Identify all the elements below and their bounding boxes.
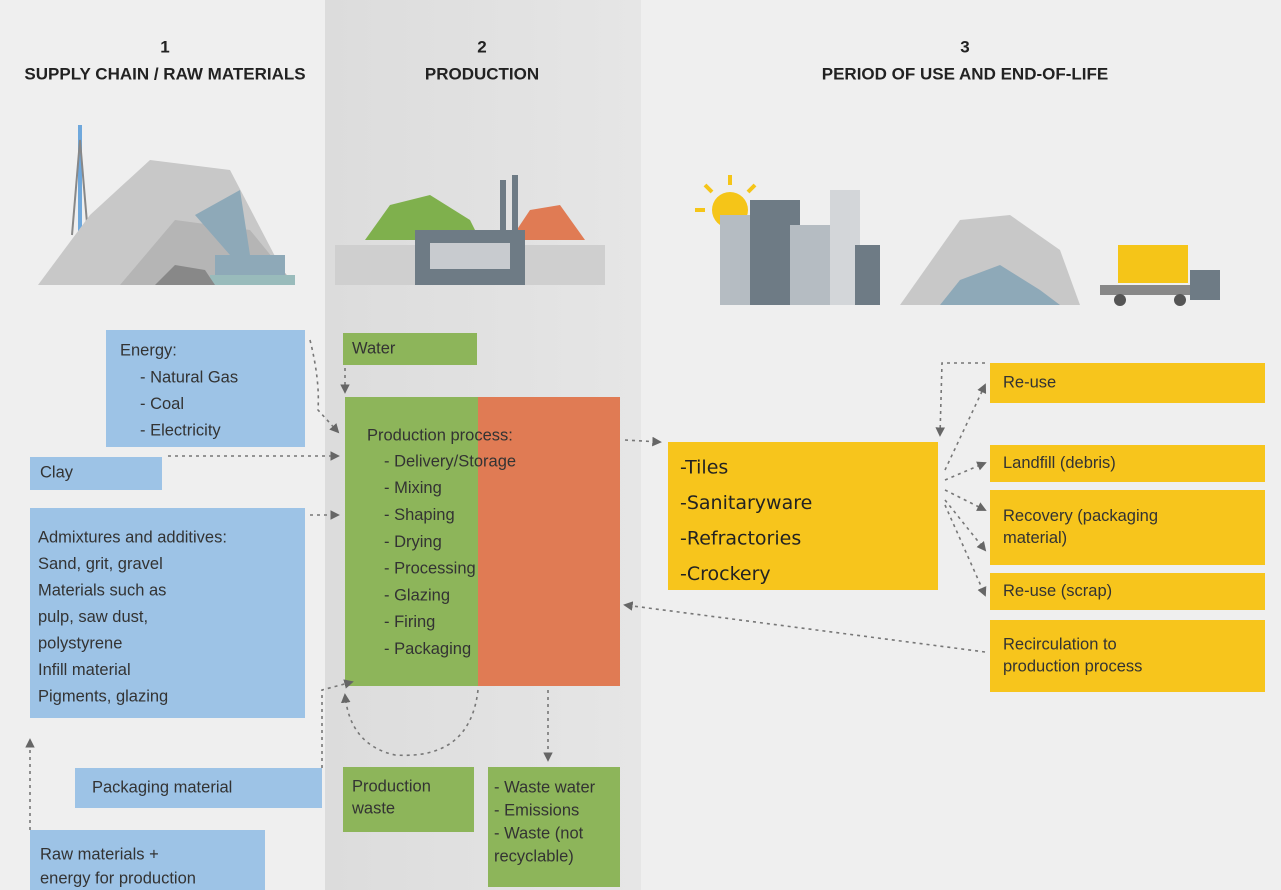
process-title: Production process:: [367, 426, 513, 444]
production-waste-line: waste: [351, 799, 395, 817]
energy-box: [106, 330, 305, 447]
raw-materials-box: [30, 830, 265, 890]
column-title: PERIOD OF USE AND END-OF-LIFE: [822, 64, 1109, 83]
products-box: [668, 442, 938, 590]
energy-item: - Electricity: [140, 421, 221, 439]
arrows: [25, 339, 987, 830]
column-number: 1: [160, 37, 169, 56]
column-number: 2: [477, 37, 486, 56]
water-box: [343, 333, 477, 365]
end-of-life-line: Landfill (debris): [1003, 454, 1116, 472]
end-of-life-box: [990, 573, 1265, 610]
column-title: PRODUCTION: [425, 64, 539, 83]
packaging-box: [75, 768, 322, 808]
end-of-life-line: production process: [1003, 657, 1142, 675]
admixture-line: polystyrene: [38, 634, 122, 652]
admixture-line: pulp, saw dust,: [38, 608, 148, 626]
packaging-label: Packaging material: [92, 778, 232, 796]
end-of-life-line: Re-use (scrap): [1003, 582, 1112, 600]
product: -Tiles: [680, 457, 728, 479]
end-of-life-box: [990, 620, 1265, 692]
admixture-line: Pigments, glazing: [38, 687, 168, 705]
illustration-quarry: [38, 125, 295, 285]
illustration-city: [695, 175, 1220, 306]
admixture-line: Infill material: [38, 661, 131, 679]
production-waste-line: Production: [352, 777, 431, 795]
product: -Sanitaryware: [680, 492, 812, 514]
column-title: SUPPLY CHAIN / RAW MATERIALS: [24, 64, 305, 83]
end-of-life-line: Re-use: [1003, 373, 1056, 391]
admixture-line: Admixtures and additives:: [38, 528, 227, 546]
energy-item: - Coal: [140, 395, 184, 413]
process-step: - Packaging: [384, 640, 471, 658]
column-number: 3: [960, 37, 969, 56]
process-box-orange: [478, 397, 620, 686]
waste-out-line: - Emissions: [494, 801, 579, 819]
process-box-green: [345, 397, 479, 686]
clay-label: Clay: [40, 463, 74, 481]
waste-out-line: - Waste water: [494, 778, 596, 796]
water-label: Water: [352, 339, 396, 357]
waste-out-line: recyclable): [494, 847, 574, 865]
process-step: - Processing: [384, 560, 476, 578]
waste-out-line: - Waste (not: [494, 824, 584, 842]
energy-title: Energy:: [120, 341, 177, 359]
clay-box: [30, 457, 162, 490]
end-of-life-box: [990, 363, 1265, 403]
end-of-life-box: [990, 490, 1265, 565]
raw-materials-line: Raw materials +: [40, 845, 159, 863]
admixture-line: Materials such as: [38, 581, 166, 599]
end-of-life-box: [990, 445, 1265, 482]
waste-out-box: [488, 767, 620, 887]
admixtures-box: [30, 508, 305, 718]
process-step: - Delivery/Storage: [384, 452, 516, 470]
production-waste-box: [343, 767, 474, 832]
end-of-life-line: material): [1003, 529, 1067, 547]
raw-materials-line: energy for production: [40, 869, 196, 887]
product: -Crockery: [680, 563, 771, 585]
process-step: - Firing: [384, 613, 435, 631]
product: -Refractories: [680, 528, 801, 550]
admixture-line: Sand, grit, gravel: [38, 555, 163, 573]
process-step: - Shaping: [384, 506, 455, 524]
process-step: - Mixing: [384, 479, 442, 497]
energy-item: - Natural Gas: [140, 368, 238, 386]
process-step: - Glazing: [384, 586, 450, 604]
end-of-life-line: Recirculation to: [1003, 635, 1117, 653]
process-step: - Drying: [384, 533, 442, 551]
end-of-life-line: Recovery (packaging: [1003, 507, 1158, 525]
illustration-factory: [335, 175, 605, 285]
